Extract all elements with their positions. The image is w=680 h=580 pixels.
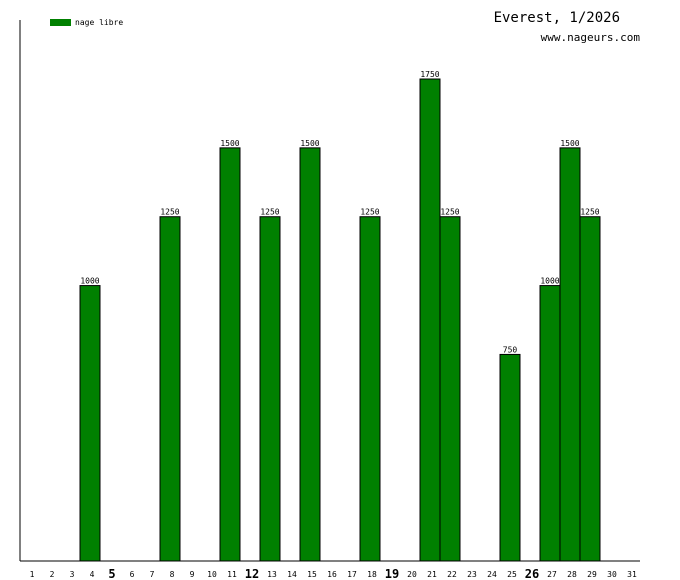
value-label-day-28: 1500 — [560, 139, 579, 148]
x-tick-19: 19 — [385, 567, 399, 580]
x-tick-15: 15 — [307, 570, 317, 579]
value-labels: 1000 1250 1500 1250 1500 1250 1750 1250 750 1000 1… — [80, 70, 599, 354]
bar-day-8 — [159, 216, 181, 562]
x-tick-25: 25 — [507, 570, 517, 579]
bar-day-4 — [79, 285, 101, 562]
chart-title: Everest, 1/2026 — [494, 10, 620, 26]
bar-day-13 — [259, 216, 281, 562]
x-tick-11: 11 — [227, 570, 237, 579]
x-tick-labels: 1 2 3 4 5 6 7 8 9 10 11 12 13 14 15 16 17 18 19 20 21 22 23 24 2… — [30, 567, 637, 580]
value-label-day-13: 1250 — [260, 208, 279, 217]
value-label-day-29: 1250 — [580, 208, 599, 217]
x-tick-1: 1 — [30, 570, 35, 579]
x-tick-6: 6 — [130, 570, 135, 579]
legend-label: nage libre — [75, 18, 123, 27]
value-label-day-22: 1250 — [440, 208, 459, 217]
x-tick-13: 13 — [267, 570, 277, 579]
value-label-day-21: 1750 — [420, 70, 439, 79]
x-tick-3: 3 — [70, 570, 75, 579]
x-tick-30: 30 — [607, 570, 617, 579]
x-tick-26: 26 — [525, 567, 539, 580]
bars — [79, 78, 601, 562]
value-label-day-18: 1250 — [360, 208, 379, 217]
value-label-day-25: 750 — [503, 345, 518, 354]
x-tick-20: 20 — [407, 570, 417, 579]
x-tick-29: 29 — [587, 570, 597, 579]
bar-day-11 — [219, 147, 241, 562]
x-tick-8: 8 — [170, 570, 175, 579]
axes — [19, 20, 640, 562]
x-tick-21: 21 — [427, 570, 437, 579]
x-tick-10: 10 — [207, 570, 217, 579]
x-tick-27: 27 — [547, 570, 557, 579]
value-label-day-11: 1500 — [220, 139, 239, 148]
x-tick-14: 14 — [287, 570, 297, 579]
bar-day-21 — [419, 78, 441, 562]
x-tick-12: 12 — [245, 567, 259, 580]
x-tick-9: 9 — [190, 570, 195, 579]
x-tick-31: 31 — [627, 570, 637, 579]
bar-day-29 — [579, 216, 601, 562]
value-label-day-8: 1250 — [160, 208, 179, 217]
bar-day-28 — [559, 147, 581, 562]
chart-subtitle: www.nageurs.com — [541, 31, 641, 44]
x-tick-2: 2 — [50, 570, 55, 579]
x-tick-23: 23 — [467, 570, 477, 579]
x-tick-16: 16 — [327, 570, 337, 579]
value-label-day-4: 1000 — [80, 277, 99, 286]
x-tick-17: 17 — [347, 570, 357, 579]
x-tick-18: 18 — [367, 570, 377, 579]
x-tick-5: 5 — [108, 567, 115, 580]
legend-swatch — [50, 19, 71, 26]
bar-day-18 — [359, 216, 381, 562]
x-tick-24: 24 — [487, 570, 497, 579]
x-tick-28: 28 — [567, 570, 577, 579]
x-tick-4: 4 — [90, 570, 95, 579]
bar-day-22 — [439, 216, 461, 562]
bar-day-25 — [499, 353, 521, 562]
bar-day-15 — [299, 147, 321, 562]
value-label-day-15: 1500 — [300, 139, 319, 148]
x-tick-7: 7 — [150, 570, 155, 579]
bar-day-27 — [539, 285, 561, 562]
x-tick-22: 22 — [447, 570, 457, 579]
legend: nage libre — [50, 18, 123, 27]
value-label-day-27: 1000 — [540, 277, 559, 286]
